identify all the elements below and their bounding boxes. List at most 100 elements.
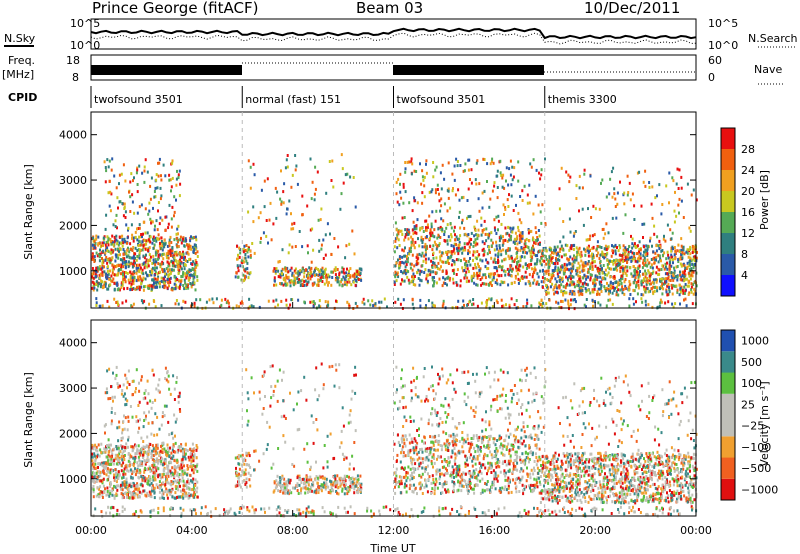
echo-cell xyxy=(412,277,415,280)
echo-cell xyxy=(171,495,174,499)
echo-cell xyxy=(187,276,190,280)
echo-cell xyxy=(672,261,674,265)
echo-cell xyxy=(496,196,499,200)
echo-cell xyxy=(638,250,640,254)
echo-cell xyxy=(127,469,130,473)
echo-cell xyxy=(187,247,190,251)
echo-cell xyxy=(622,269,625,273)
echo-cell xyxy=(91,252,94,256)
echo-cell xyxy=(312,248,315,252)
echo-cell xyxy=(137,275,139,279)
echo-cell xyxy=(668,287,671,291)
echo-cell xyxy=(132,239,135,243)
echo-cell xyxy=(410,157,413,161)
echo-cell xyxy=(577,290,580,294)
echo-cell xyxy=(343,271,346,275)
echo-cell xyxy=(563,262,566,266)
echo-cell xyxy=(560,247,563,251)
echo-cell xyxy=(621,267,624,271)
echo-cell xyxy=(458,210,461,214)
echo-cell xyxy=(435,265,438,268)
echo-cell xyxy=(174,302,177,306)
echo-cell xyxy=(684,297,687,301)
echo-cell xyxy=(693,255,696,259)
echo-cell xyxy=(624,284,627,288)
echo-cell xyxy=(483,242,486,246)
echo-cell xyxy=(154,285,157,289)
echo-cell xyxy=(147,238,150,242)
echo-cell xyxy=(187,252,190,256)
echo-cell xyxy=(107,438,110,442)
echo-cell xyxy=(514,274,517,278)
echo-cell xyxy=(628,181,631,185)
echo-cell xyxy=(91,236,94,240)
echo-cell xyxy=(513,237,516,241)
echo-cell xyxy=(622,252,625,256)
echo-cell xyxy=(644,169,647,173)
echo-cell xyxy=(543,280,545,284)
echo-cell xyxy=(625,258,628,262)
echo-cell xyxy=(578,186,581,190)
echo-cell xyxy=(447,256,450,259)
echo-cell xyxy=(554,290,557,294)
echo-cell xyxy=(158,253,161,257)
echo-cell xyxy=(119,268,122,271)
echo-cell xyxy=(464,232,467,236)
echo-cell xyxy=(306,282,309,286)
echo-cell xyxy=(608,192,611,196)
echo-cell xyxy=(155,281,157,285)
echo-cell xyxy=(121,458,124,462)
echo-cell xyxy=(117,446,120,450)
echo-cell xyxy=(407,228,410,232)
echo-cell xyxy=(611,195,614,199)
echo-cell xyxy=(318,304,321,308)
echo-cell xyxy=(682,291,685,295)
echo-cell xyxy=(408,160,411,164)
echo-cell xyxy=(138,226,141,230)
echo-cell xyxy=(616,268,619,272)
echo-cell xyxy=(651,185,654,189)
echo-cell xyxy=(511,230,514,234)
echo-cell xyxy=(108,179,111,183)
echo-cell xyxy=(358,267,361,271)
echo-cell xyxy=(648,185,651,189)
echo-cell xyxy=(146,468,148,472)
echo-cell xyxy=(550,251,553,255)
echo-cell xyxy=(623,269,626,273)
echo-cell xyxy=(307,272,310,276)
echo-cell xyxy=(660,285,662,289)
echo-cell xyxy=(114,253,117,257)
echo-cell xyxy=(159,263,162,266)
echo-cell xyxy=(436,245,439,249)
echo-cell xyxy=(346,300,349,304)
echo-cell xyxy=(458,198,461,202)
echo-cell xyxy=(582,223,585,227)
echo-cell xyxy=(272,269,275,273)
echo-cell xyxy=(643,259,646,262)
echo-cell xyxy=(161,488,163,492)
echo-cell xyxy=(158,237,161,241)
echo-cell xyxy=(181,460,184,464)
echo-cell xyxy=(357,272,360,276)
echo-cell xyxy=(650,282,652,286)
echo-cell xyxy=(394,239,397,243)
echo-cell xyxy=(215,297,218,301)
echo-cell xyxy=(405,263,408,267)
echo-cell xyxy=(189,452,192,456)
echo-cell xyxy=(577,274,580,278)
echo-cell xyxy=(515,299,518,302)
echo-cell xyxy=(620,282,623,285)
echo-cell xyxy=(150,452,153,456)
echo-cell xyxy=(542,301,545,305)
echo-cell xyxy=(167,256,170,260)
echo-cell xyxy=(499,283,502,287)
echo-cell xyxy=(117,256,120,260)
echo-cell xyxy=(91,459,94,463)
echo-cell xyxy=(591,234,594,238)
echo-cell xyxy=(654,278,657,282)
echo-cell xyxy=(400,229,403,233)
echo-cell xyxy=(481,259,484,263)
echo-cell xyxy=(623,248,626,252)
echo-cell xyxy=(157,237,159,241)
echo-cell xyxy=(540,221,543,225)
